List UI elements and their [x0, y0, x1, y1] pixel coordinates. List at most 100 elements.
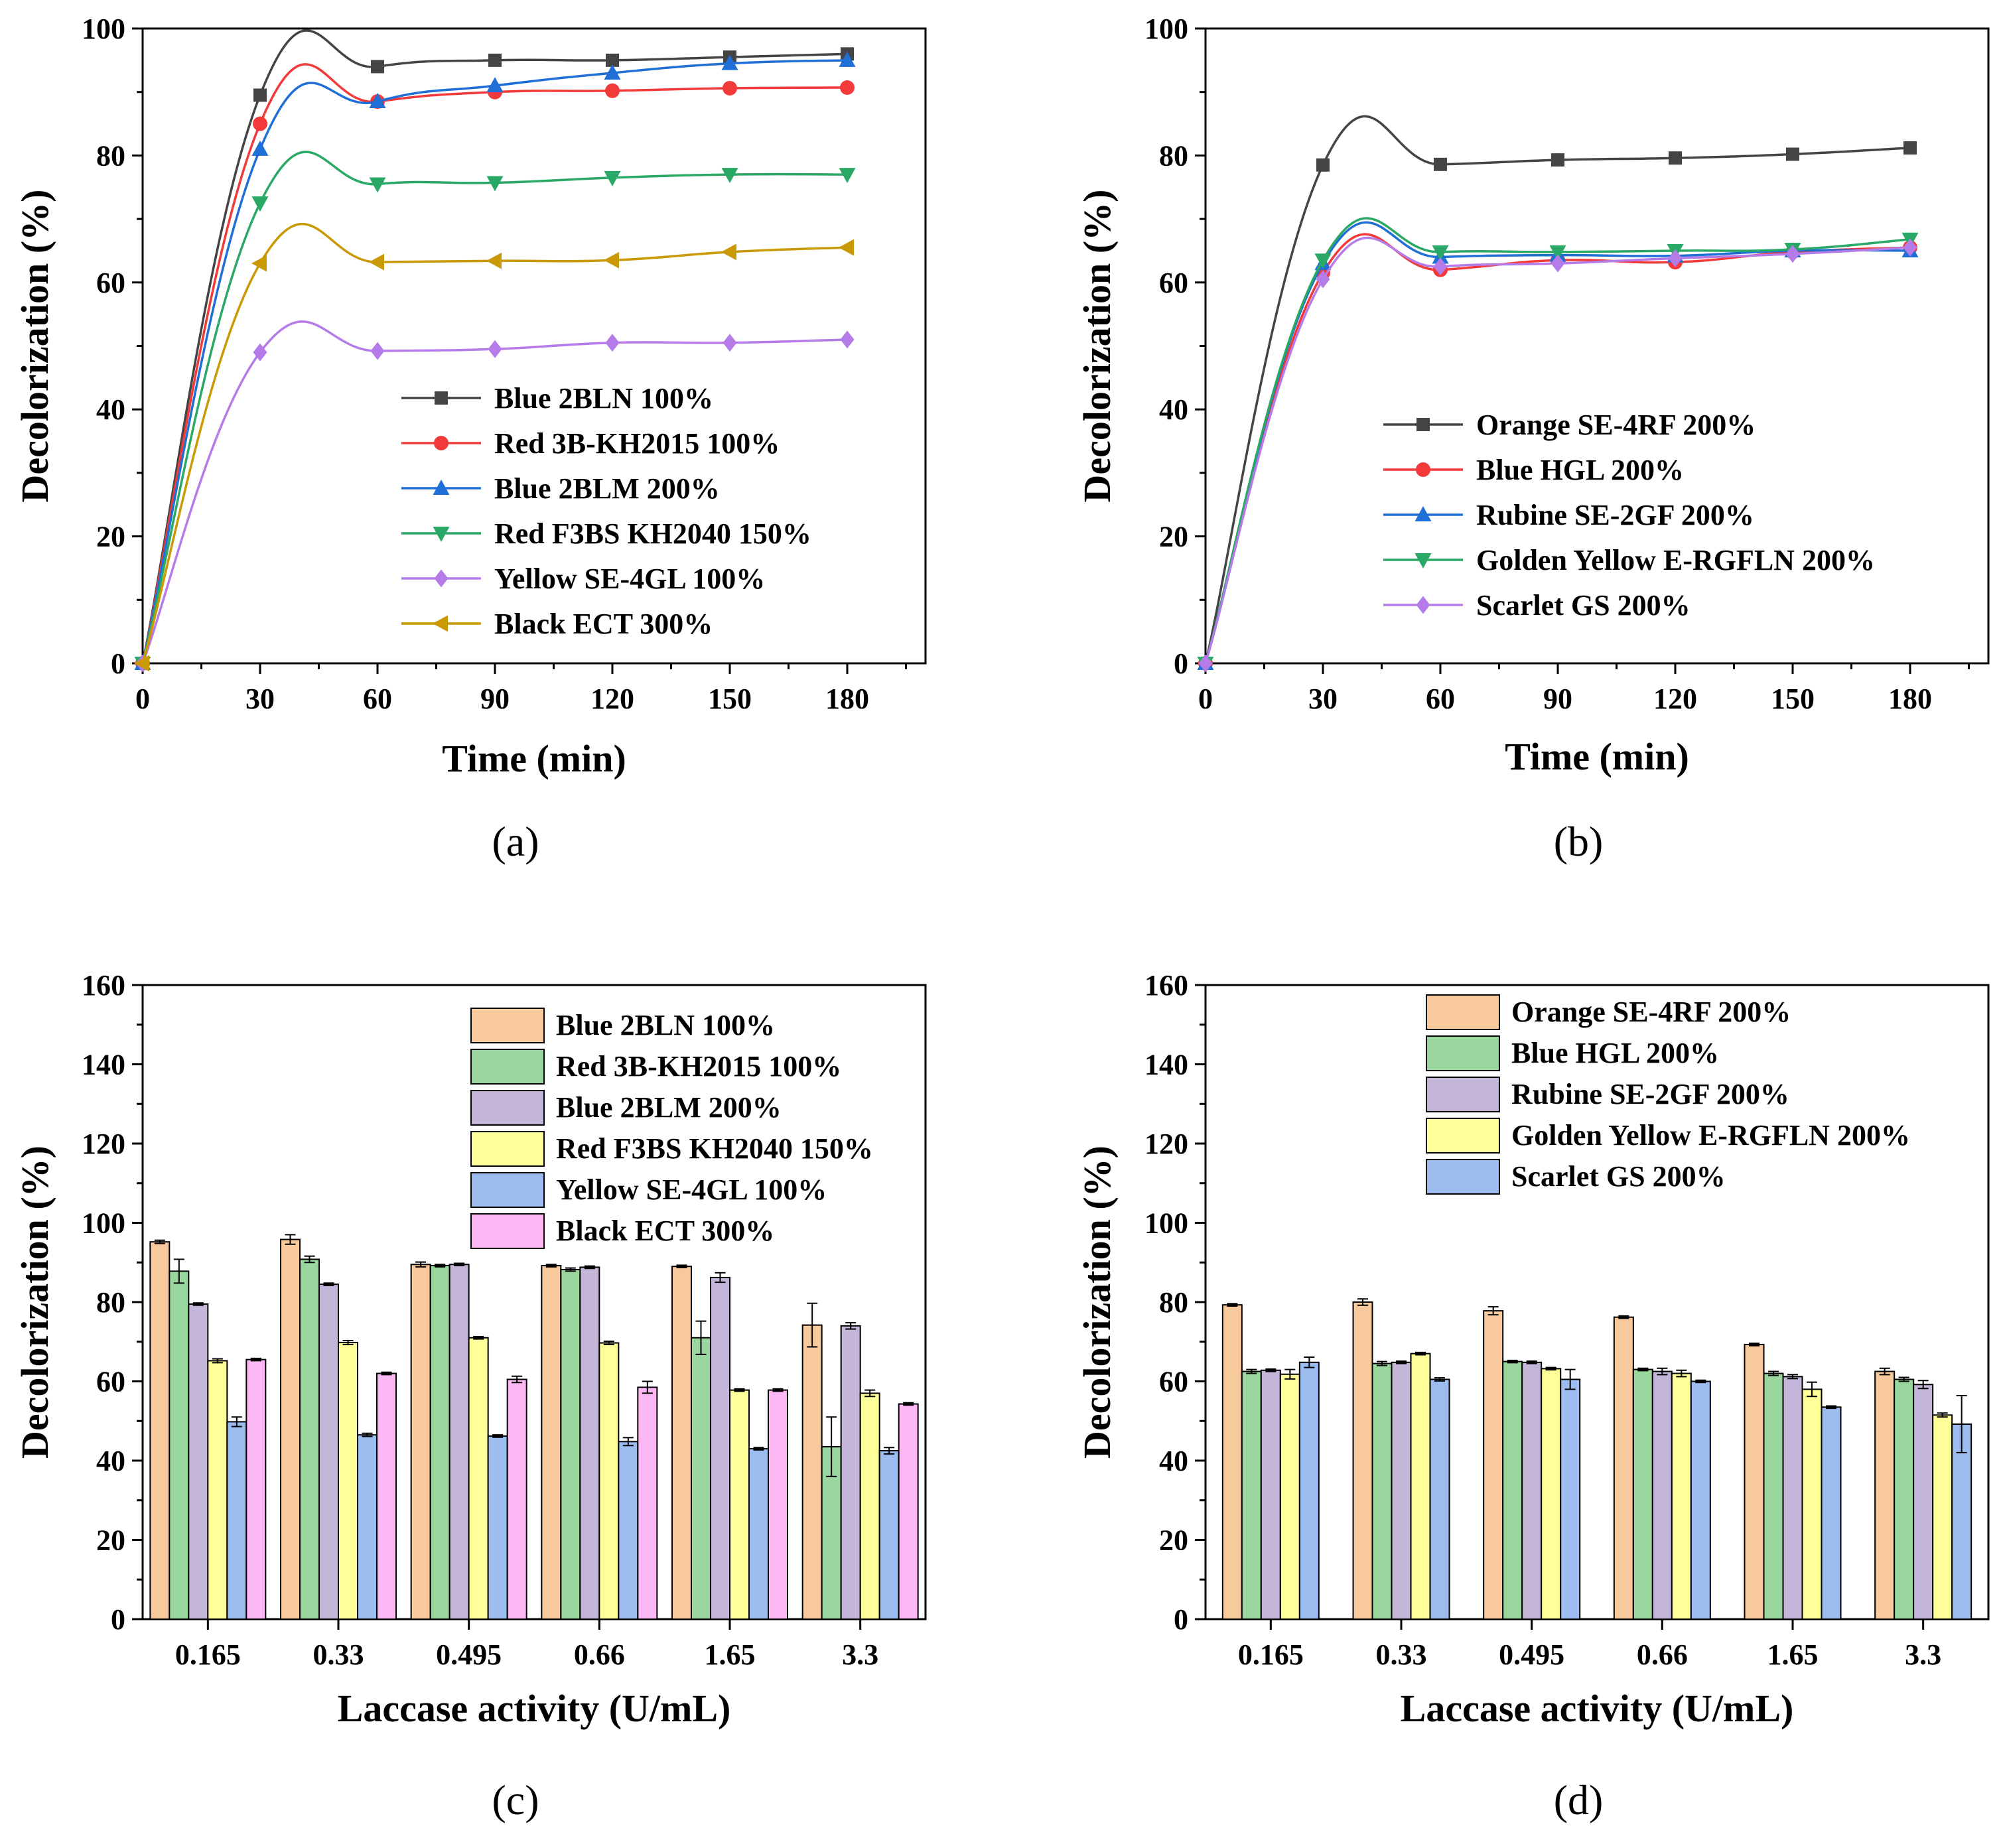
marker-diamond — [434, 569, 448, 588]
bar — [1763, 1372, 1784, 1620]
marker-triangle-up — [839, 51, 856, 67]
marker-diamond — [1668, 249, 1683, 267]
legend-swatch — [470, 1049, 545, 1085]
x-tick-label: 60 — [363, 683, 392, 715]
bar — [1613, 1316, 1634, 1620]
legend-swatch — [470, 1090, 545, 1126]
bar — [637, 1386, 658, 1620]
x-tick-label: 0.66 — [1637, 1638, 1688, 1671]
y-tick-label: 100 — [82, 13, 125, 45]
y-tick-label: 0 — [111, 647, 125, 680]
bar — [840, 1325, 861, 1620]
x-tick-label: 30 — [245, 683, 275, 715]
bar — [188, 1303, 209, 1620]
marker-diamond — [1903, 238, 1917, 257]
bar — [710, 1276, 730, 1620]
bar — [448, 1264, 470, 1620]
bar — [1502, 1360, 1523, 1620]
x-axis-title: Time (min) — [442, 737, 626, 780]
marker-diamond — [1316, 270, 1330, 289]
marker-circle — [1416, 462, 1430, 477]
marker-diamond — [253, 343, 267, 362]
legend-swatch — [470, 1008, 545, 1043]
y-tick-label: 160 — [82, 969, 125, 1002]
bar — [1410, 1353, 1431, 1620]
bar — [691, 1337, 711, 1620]
bar — [149, 1241, 171, 1620]
marker-diamond — [1433, 257, 1448, 276]
y-axis-title: Decolorization (%) — [13, 190, 56, 503]
x-tick-label: 0.33 — [1376, 1638, 1427, 1671]
y-axis-title: Decolorization (%) — [13, 1146, 56, 1459]
marker-circle — [723, 80, 737, 96]
y-tick-label: 60 — [1159, 1366, 1188, 1398]
series-line — [141, 320, 848, 664]
bar — [671, 1266, 692, 1620]
marker-circle — [253, 116, 267, 131]
x-tick-label: 1.65 — [1767, 1638, 1819, 1671]
y-tick-label: 60 — [96, 267, 125, 299]
bar — [898, 1403, 919, 1620]
y-tick-label: 140 — [82, 1049, 125, 1081]
bar — [280, 1238, 301, 1620]
legend-label: Black ECT 300% — [494, 608, 713, 640]
marker-triangle-down — [1432, 245, 1449, 261]
y-tick-label: 80 — [96, 139, 125, 172]
legend-label: Blue 2BLN 100% — [494, 382, 713, 415]
x-tick-label: 0 — [1198, 683, 1213, 715]
y-tick-label: 0 — [111, 1603, 125, 1636]
marker-triangle-left — [721, 243, 736, 261]
series-line — [141, 151, 848, 664]
bar — [541, 1265, 562, 1620]
marker-triangle-left — [134, 655, 149, 672]
bar — [859, 1392, 880, 1620]
bar — [318, 1284, 339, 1620]
marker-diamond — [488, 340, 502, 358]
y-tick-label: 40 — [1159, 1445, 1188, 1477]
x-tick-label: 0.165 — [1238, 1638, 1304, 1671]
marker-triangle-down — [839, 168, 856, 184]
bar — [1391, 1361, 1412, 1620]
marker-square — [1416, 418, 1430, 431]
y-tick-label: 120 — [1144, 1128, 1188, 1160]
bar — [1821, 1406, 1842, 1620]
bar — [1951, 1423, 1972, 1620]
marker-triangle-down — [486, 176, 504, 192]
bar — [299, 1258, 320, 1620]
marker-triangle-down — [1549, 245, 1566, 261]
marker-square — [253, 88, 267, 102]
y-tick-label: 40 — [96, 393, 125, 426]
y-tick-label: 80 — [96, 1286, 125, 1319]
x-axis-title: Laccase activity (U/mL) — [338, 1687, 731, 1730]
legend-label: Yellow SE-4GL 100% — [556, 1173, 827, 1206]
y-tick-label: 80 — [1159, 1286, 1188, 1319]
marker-triangle-left — [486, 252, 502, 269]
legend-label: Blue HGL 200% — [1476, 454, 1684, 486]
bar — [207, 1360, 228, 1620]
bar — [410, 1264, 431, 1620]
marker-triangle-up — [433, 480, 450, 495]
bar — [1241, 1370, 1262, 1620]
bar — [1221, 1304, 1243, 1620]
y-tick-label: 60 — [96, 1366, 125, 1398]
chart-panel-a: 0 20 40 60 80 100 Decolorization (%) Time (min)… — [13, 13, 927, 865]
series-line — [141, 63, 848, 664]
marker-diamond — [840, 330, 855, 349]
bar — [768, 1389, 788, 1620]
bar — [468, 1337, 489, 1620]
bar — [729, 1389, 750, 1620]
series-line — [141, 59, 848, 664]
legend-swatch — [1426, 1159, 1500, 1195]
bar — [878, 1450, 900, 1620]
bar — [506, 1378, 527, 1620]
legend-label: Blue 2BLM 200% — [494, 472, 720, 505]
bar — [801, 1324, 823, 1620]
marker-square — [371, 60, 384, 74]
bar — [376, 1372, 397, 1620]
marker-triangle-up — [486, 77, 504, 93]
marker-diamond — [1416, 596, 1430, 614]
y-tick-label: 20 — [96, 521, 125, 553]
series-line — [1204, 217, 1911, 664]
bar — [245, 1358, 267, 1620]
x-tick-label: 0.495 — [1499, 1638, 1564, 1671]
